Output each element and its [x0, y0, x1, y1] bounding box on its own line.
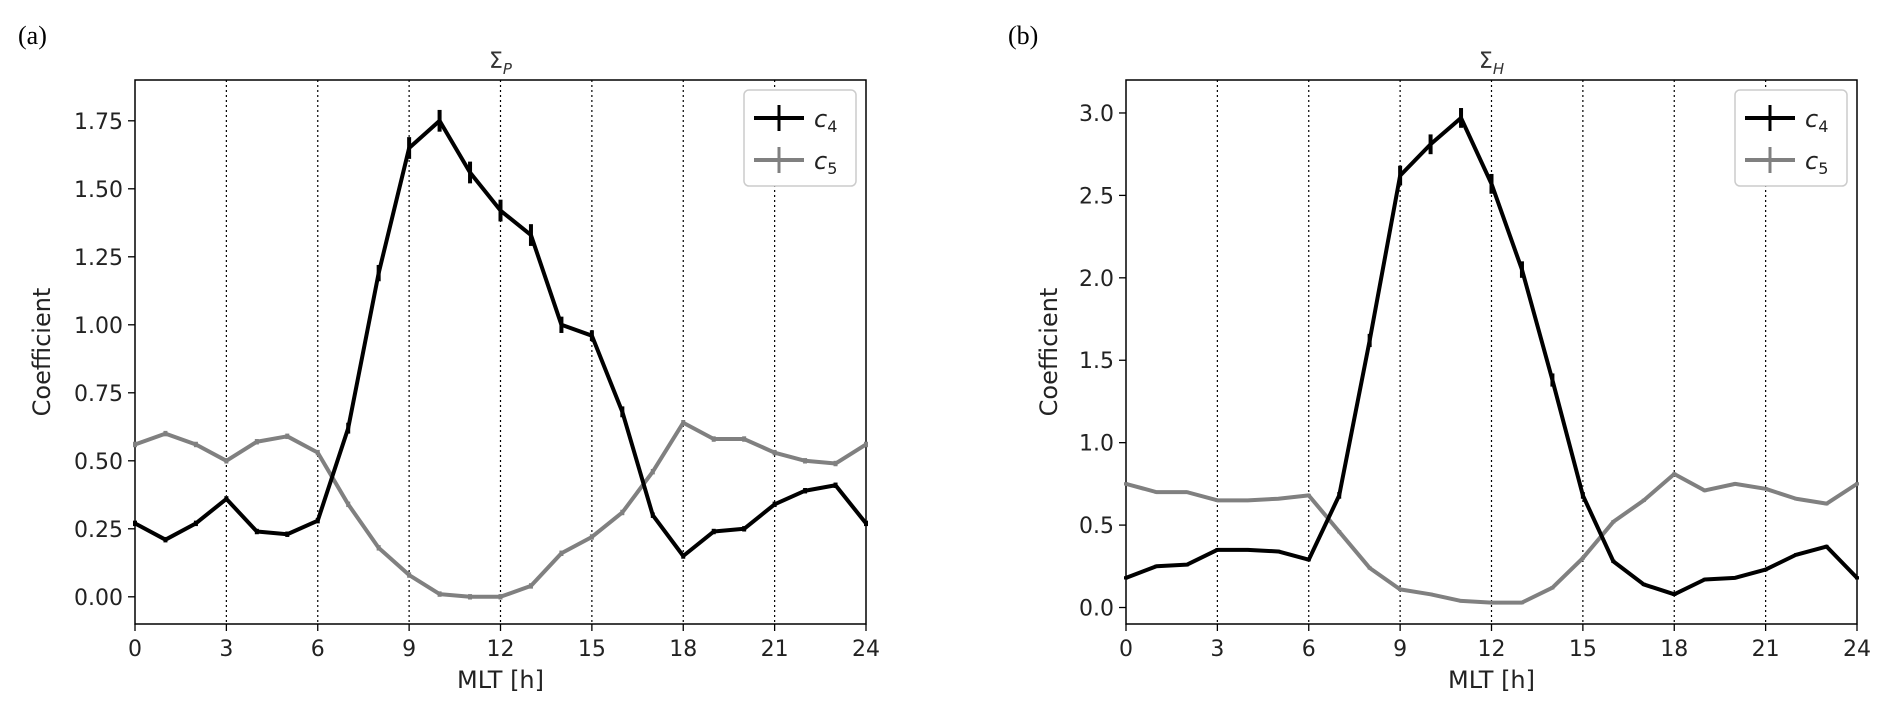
y-tick-label: 1.25 — [74, 246, 123, 271]
y-tick-label: 1.00 — [74, 314, 123, 339]
y-tick-label: 0.50 — [74, 450, 123, 475]
series-line-c5 — [1125, 471, 1859, 605]
legend-name: c — [814, 105, 827, 133]
legend-name: c — [1805, 147, 1818, 175]
legend-sub: 4 — [827, 117, 837, 136]
x-tick-label: 0 — [128, 637, 142, 662]
chart-title-main: Σ — [1479, 49, 1493, 74]
y-tick-label: 0.75 — [74, 382, 123, 407]
y-tick-label: 2.0 — [1079, 267, 1114, 292]
x-tick-label: 0 — [1119, 637, 1133, 662]
legend-sub: 5 — [1818, 159, 1828, 178]
panel-a: (a) ΣP 0 3 6 9 12 15 18 21 24 0.00 0.25 0.50 0.75 1.00 1… — [18, 21, 880, 694]
y-tick-label: 0.5 — [1079, 514, 1114, 539]
y-tick-label: 1.0 — [1079, 432, 1114, 457]
x-tick-label: 12 — [487, 637, 515, 662]
x-tick-label: 12 — [1478, 637, 1506, 662]
legend-box — [1734, 89, 1848, 187]
y-tick-label: 1.5 — [1079, 349, 1114, 374]
chart-title-sub: H — [1493, 60, 1504, 78]
y-tick-label: 1.75 — [74, 110, 123, 135]
x-tick-label: 24 — [852, 637, 880, 662]
y-tick-label: 2.5 — [1079, 184, 1114, 209]
panel-label: (b) — [1008, 21, 1038, 50]
legend-name: c — [1805, 105, 1818, 133]
x-tick-label: 21 — [1752, 637, 1780, 662]
panel-b: (b) ΣH 0 3 6 9 12 15 18 21 24 0.0 0.5 1.0 1.5 2.0 2.5 3.0… — [1008, 21, 1871, 694]
y-tick-label: 1.50 — [74, 178, 123, 203]
y-tick-label: 0.25 — [74, 518, 123, 543]
x-tick-label: 18 — [669, 637, 697, 662]
x-tick-label: 9 — [1393, 637, 1407, 662]
legend-sub: 5 — [827, 159, 837, 178]
x-tick-label: 15 — [1569, 637, 1597, 662]
chart-title-sub: P — [503, 60, 513, 78]
legend-entry-c4: c4 — [1805, 105, 1828, 136]
x-tick-label: 21 — [761, 637, 789, 662]
panel-label: (a) — [18, 21, 47, 50]
x-tick-label: 9 — [402, 637, 416, 662]
x-tick-label: 3 — [1210, 637, 1224, 662]
y-tick-label: 0.0 — [1079, 597, 1114, 622]
legend-name: c — [814, 147, 827, 175]
x-axis-label: MLT [h] — [457, 666, 544, 694]
x-axis-label: MLT [h] — [1448, 666, 1535, 694]
x-tick-label: 3 — [219, 637, 233, 662]
legend-entry-c5: c5 — [814, 147, 837, 178]
x-tick-label: 6 — [1302, 637, 1316, 662]
y-axis-label: Coefficient — [1035, 288, 1063, 417]
y-tick-label: 3.0 — [1079, 102, 1114, 127]
x-tick-label: 18 — [1660, 637, 1688, 662]
y-axis-label: Coefficient — [28, 288, 56, 417]
chart-title-main: Σ — [489, 49, 503, 74]
legend-entry-c4: c4 — [814, 105, 837, 136]
chart-title: ΣP — [489, 49, 513, 78]
x-tick-label: 24 — [1843, 637, 1871, 662]
x-tick-label: 6 — [311, 637, 325, 662]
chart-title: ΣH — [1479, 49, 1504, 78]
legend-entry-c5: c5 — [1805, 147, 1828, 178]
x-tick-label: 15 — [578, 637, 606, 662]
y-tick-label: 0.00 — [74, 586, 123, 611]
legend-sub: 4 — [1818, 117, 1828, 136]
legend-box — [743, 89, 857, 187]
